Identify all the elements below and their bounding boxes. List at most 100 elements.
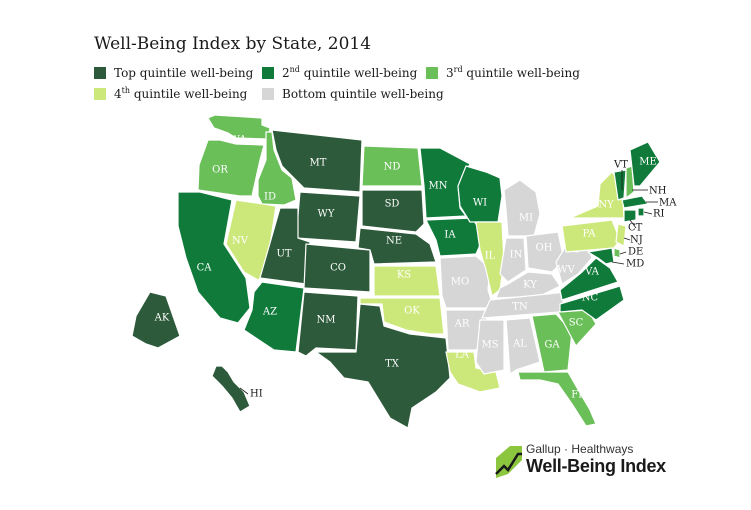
label-wv: WV [557, 265, 575, 276]
state-ut[interactable] [259, 207, 311, 285]
label-vt: VT [613, 160, 628, 171]
label-sc: SC [569, 318, 584, 329]
label-oh: OH [536, 243, 553, 254]
state-ga[interactable] [531, 313, 573, 373]
state-mo[interactable] [439, 255, 495, 309]
state-az[interactable] [243, 281, 305, 353]
state-pa[interactable] [561, 219, 621, 253]
label-nm: NM [317, 315, 336, 326]
state-il[interactable] [475, 221, 505, 297]
leader-ri [643, 211, 653, 215]
label-tx: TX [385, 359, 400, 370]
label-ak: AK [154, 313, 170, 324]
state-tx[interactable] [315, 303, 451, 429]
legend-third-rest: quintile well-being [462, 66, 580, 80]
state-nc[interactable] [559, 285, 625, 321]
brand-title: Well-Being Index [526, 456, 666, 476]
label-wy: WY [318, 209, 335, 220]
state-nm[interactable] [297, 291, 359, 357]
label-nv: NV [232, 236, 249, 247]
label-hi: HI [250, 389, 263, 400]
legend-fourth-num: 4 [114, 87, 122, 101]
state-mt[interactable] [271, 129, 363, 193]
label-ut: UT [276, 249, 291, 260]
legend-item-fourth: 4th quintile well-being [94, 87, 247, 101]
state-me[interactable] [629, 141, 661, 187]
state-or[interactable] [197, 139, 265, 197]
state-ms[interactable] [475, 319, 505, 375]
state-ri[interactable] [637, 207, 645, 217]
state-fl[interactable] [517, 371, 597, 427]
legend-item-top: Top quintile well-being [94, 66, 253, 80]
state-co[interactable] [303, 243, 371, 293]
label-de: DE [628, 247, 643, 258]
leader-nj [623, 237, 631, 241]
state-nd[interactable] [361, 145, 423, 187]
legend-swatch-fourth [94, 88, 106, 100]
label-ma: MA [659, 198, 677, 209]
label-mi: MI [519, 213, 533, 224]
label-ia: IA [444, 230, 456, 241]
label-mt: MT [310, 158, 327, 169]
label-ri: RI [653, 209, 665, 220]
label-ga: GA [544, 340, 560, 351]
legend-second-sup: nd [289, 65, 300, 74]
legend-item-third: 3rd quintile well-being [426, 66, 580, 80]
label-id: ID [264, 192, 276, 203]
state-hi[interactable] [211, 365, 251, 413]
state-ct[interactable] [623, 209, 637, 223]
legend-label-top: Top quintile well-being [114, 66, 254, 80]
state-ks[interactable] [373, 265, 441, 297]
brand-subtitle: Gallup · Healthways [526, 442, 634, 456]
label-va: VA [584, 267, 600, 278]
state-md[interactable] [587, 247, 615, 265]
legend-label-fourth: 4th quintile well-being [114, 86, 247, 102]
label-or: OR [212, 165, 228, 176]
state-la[interactable] [445, 351, 501, 393]
state-ca[interactable] [177, 191, 251, 324]
state-va[interactable] [559, 257, 619, 301]
state-al[interactable] [505, 317, 541, 375]
state-mn[interactable] [419, 147, 471, 219]
legend-fourth-sup: th [121, 86, 131, 95]
label-tn: TN [512, 302, 528, 313]
label-me: ME [639, 157, 657, 168]
state-de[interactable] [613, 247, 621, 259]
legend-swatch-bottom [262, 88, 274, 100]
label-ks: KS [397, 270, 411, 281]
state-mi[interactable] [503, 179, 541, 237]
label-nh: NH [649, 186, 667, 197]
state-nj[interactable] [615, 223, 627, 247]
label-ca: CA [197, 263, 213, 274]
leader-de [619, 251, 627, 255]
label-ky: KY [523, 280, 537, 291]
leader-hi [239, 387, 249, 395]
state-ma[interactable] [621, 195, 649, 209]
state-wi[interactable] [457, 165, 503, 223]
state-ne[interactable] [357, 227, 437, 265]
label-nc: NC [582, 293, 599, 304]
label-mn: MN [429, 181, 448, 192]
label-ct: CT [628, 223, 643, 234]
label-fl: FL [571, 390, 585, 401]
state-ok[interactable] [359, 297, 445, 335]
state-id[interactable] [257, 131, 297, 206]
legend-swatch-second [262, 67, 274, 79]
label-la: LA [455, 350, 470, 361]
leader-ct [629, 219, 637, 229]
legend-item-bottom: Bottom quintile well-being [262, 87, 444, 101]
label-il: IL [485, 251, 496, 262]
state-ak[interactable] [131, 291, 181, 349]
label-nj: NJ [630, 235, 643, 246]
label-md: MD [626, 259, 644, 270]
label-co: CO [330, 263, 346, 274]
state-ky[interactable] [495, 271, 561, 299]
state-in[interactable] [499, 237, 527, 283]
label-pa: PA [582, 229, 596, 240]
label-ok: OK [404, 306, 420, 317]
legend-swatch-top [94, 67, 106, 79]
state-sd[interactable] [361, 189, 425, 233]
well-being-logo-mark-icon [495, 446, 522, 478]
